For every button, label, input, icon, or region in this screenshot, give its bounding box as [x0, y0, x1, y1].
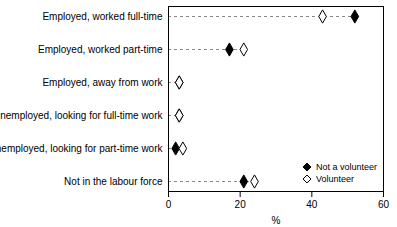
svg-text:Employed, worked part-time: Employed, worked part-time: [38, 44, 163, 55]
html-text:Not a volunteer: Not a volunteer: [316, 162, 377, 172]
svg-text:Unemployed, looking for full-t: Unemployed, looking for full-time work: [0, 110, 163, 121]
svg-text:Employed, away from work: Employed, away from work: [42, 77, 163, 88]
svg-text:60: 60: [378, 199, 390, 210]
svg-text:20: 20: [235, 199, 247, 210]
svg-text:%: %: [272, 215, 281, 226]
svg-text:Employed, worked full-time: Employed, worked full-time: [42, 11, 162, 22]
svg-text:Not in the labour force: Not in the labour force: [64, 176, 163, 187]
html-text:Volunteer: Volunteer: [316, 174, 354, 184]
svg-text:0: 0: [166, 199, 172, 210]
svg-text:Unemployed, looking for part-t: Unemployed, looking for part-time work: [0, 143, 163, 154]
svg-text:40: 40: [306, 199, 318, 210]
